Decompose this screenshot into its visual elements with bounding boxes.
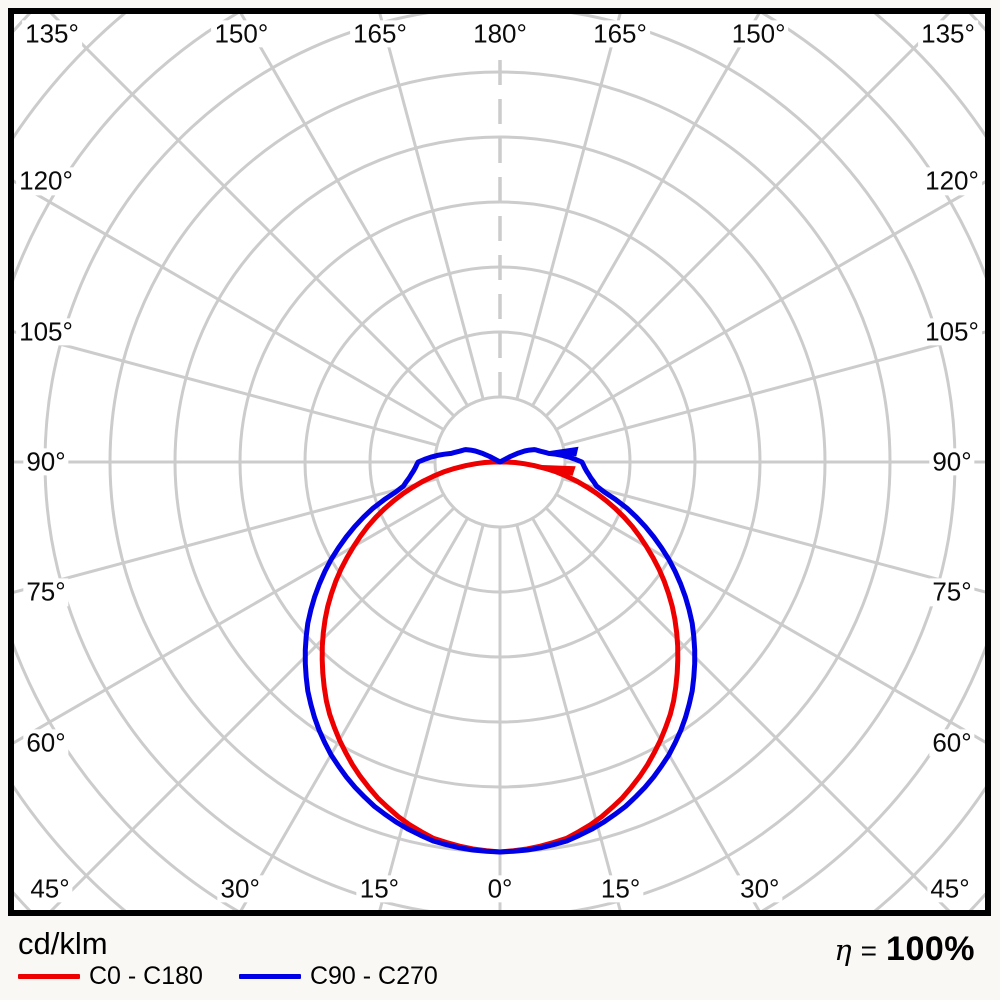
legend-item: C90 - C270 xyxy=(238,962,438,990)
efficiency-label: η = 100% xyxy=(834,930,975,969)
grid-spoke xyxy=(14,493,445,745)
legend-swatch xyxy=(18,974,80,979)
legend: C0 - C180 C90 - C270 xyxy=(18,964,438,989)
grid-spoke xyxy=(14,179,445,431)
chart-footer: cd/klm C0 - C180 C90 - C270 η = 100% xyxy=(0,918,1000,1000)
eta-equals: = xyxy=(860,935,878,966)
legend-label: C90 - C270 xyxy=(309,962,438,990)
eta-symbol: η xyxy=(834,933,852,967)
curve-direction-arrow xyxy=(528,464,576,476)
legend-item: C0 - C180 xyxy=(18,964,203,989)
grid-spoke xyxy=(515,524,623,912)
grid-spoke xyxy=(14,330,438,447)
grid-spoke xyxy=(531,517,762,912)
legend-label: C0 - C180 xyxy=(89,962,203,990)
units-label: cd/klm xyxy=(18,926,108,961)
grid-spoke xyxy=(515,14,622,400)
grid-spoke xyxy=(377,524,485,912)
curve-c90-c270 xyxy=(302,447,698,855)
grid-spoke xyxy=(49,14,456,418)
grid-spoke xyxy=(544,14,951,418)
chart-frame xyxy=(8,8,991,916)
grid-spoke xyxy=(378,14,485,400)
grid-spoke xyxy=(555,493,985,744)
grid-spoke xyxy=(555,180,985,431)
legend-swatch xyxy=(238,974,301,979)
grid-spoke xyxy=(562,330,985,447)
grid-spoke xyxy=(531,14,761,407)
grid-spoke xyxy=(562,477,985,594)
polar-chart-canvas xyxy=(8,8,991,916)
curve-direction-arrow xyxy=(543,446,579,457)
intensity-curves xyxy=(302,446,698,855)
grid-spoke xyxy=(14,477,438,594)
eta-value: 100% xyxy=(886,930,975,968)
grid-spoke xyxy=(238,517,469,912)
grid-spoke xyxy=(239,14,469,407)
